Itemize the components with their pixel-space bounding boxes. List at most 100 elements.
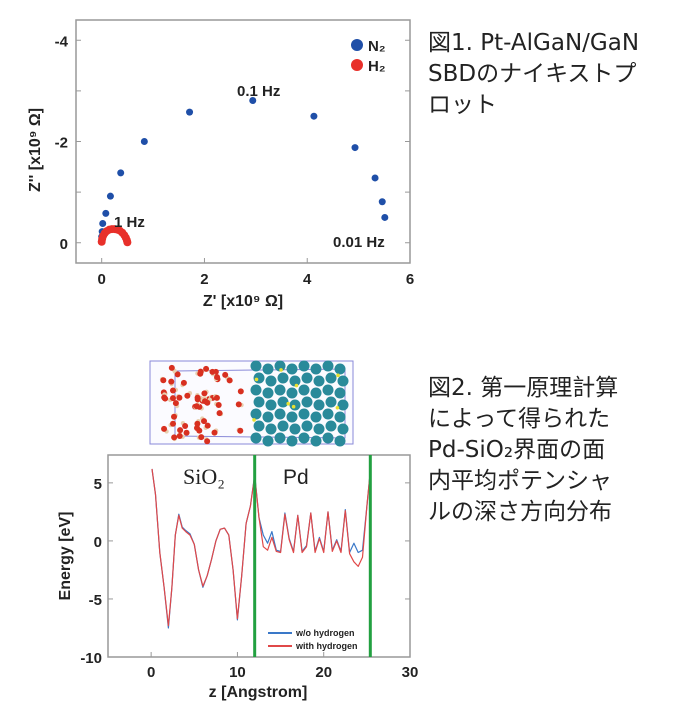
h-atom bbox=[254, 377, 259, 382]
pd-atom bbox=[289, 375, 301, 387]
region-label-sio2: SiO₂ bbox=[183, 464, 225, 489]
x-tick-label: 4 bbox=[303, 271, 312, 288]
legend-label-h2: H₂ bbox=[368, 58, 386, 75]
pd-atom bbox=[337, 399, 349, 411]
o-atom bbox=[176, 394, 183, 401]
pd-atom bbox=[325, 420, 337, 432]
o-atom bbox=[170, 420, 177, 427]
pd-atom bbox=[262, 387, 274, 399]
pd-atom bbox=[286, 387, 298, 399]
pd-atom bbox=[310, 363, 322, 375]
pd-atom bbox=[286, 363, 298, 375]
legend-label-with-hydrogen: with hydrogen bbox=[295, 641, 358, 651]
pd-atom bbox=[253, 396, 265, 408]
pd-atom bbox=[322, 432, 334, 444]
y-tick-label: -5 bbox=[89, 592, 102, 609]
caption-line: 図2. 第一原理計算 bbox=[428, 375, 619, 401]
x-tick-label: 20 bbox=[315, 664, 332, 681]
o-atom bbox=[160, 377, 167, 384]
legend-label-wo-hydrogen: w/o hydrogen bbox=[295, 628, 355, 638]
pd-atom bbox=[337, 423, 349, 435]
o-atom bbox=[204, 422, 211, 429]
o-atom bbox=[174, 371, 181, 378]
series-line-with-hydrogen bbox=[151, 468, 371, 627]
data-point-n2 bbox=[249, 96, 257, 104]
o-atom bbox=[237, 388, 244, 395]
pd-atom bbox=[334, 435, 346, 447]
pd-atom bbox=[322, 384, 334, 396]
o-atom bbox=[196, 427, 203, 434]
y-axis-label: Z'' [x10⁹ Ω] bbox=[27, 108, 44, 192]
o-atom bbox=[214, 374, 221, 381]
pd-atom bbox=[322, 360, 334, 372]
pd-atom bbox=[274, 384, 286, 396]
pd-atom bbox=[286, 411, 298, 423]
pd-atom bbox=[313, 375, 325, 387]
pd-atom bbox=[310, 411, 322, 423]
o-atom bbox=[182, 423, 189, 430]
o-atom bbox=[168, 364, 175, 371]
o-atom bbox=[235, 401, 242, 408]
pd-atom bbox=[298, 432, 310, 444]
h-atom bbox=[252, 418, 256, 422]
nyquist-chart: 0 2 4 6 -4 -2 0 0.1 Hz 1 Hz 0.01 Hz N₂ H₂ Z' [… bbox=[27, 19, 414, 310]
pd-atom bbox=[298, 384, 310, 396]
x-tick-label: 6 bbox=[406, 271, 414, 288]
data-point-n2 bbox=[140, 138, 148, 145]
caption-line: 図1. Pt-AlGaN/GaN bbox=[428, 30, 640, 56]
y-tick-label: 5 bbox=[94, 476, 102, 493]
o-atom bbox=[209, 368, 216, 375]
pd-atom bbox=[265, 399, 277, 411]
h-atom bbox=[294, 383, 299, 388]
legend-label-n2: N₂ bbox=[368, 38, 386, 55]
pd-atom bbox=[262, 435, 274, 447]
pd-atom bbox=[253, 372, 265, 384]
pd-atom bbox=[334, 363, 346, 375]
data-point-n2 bbox=[186, 108, 194, 116]
x-axis-label: z [Angstrom] bbox=[209, 684, 308, 701]
x-axis-label: Z' [x10⁹ Ω] bbox=[203, 293, 283, 310]
pd-atom bbox=[301, 396, 313, 408]
caption-figure1: 図1. Pt-AlGaN/GaN SBDのナイキストプ ロット bbox=[428, 28, 639, 121]
pd-atom bbox=[313, 399, 325, 411]
data-point-n2 bbox=[117, 169, 125, 177]
data-point-h2 bbox=[123, 238, 132, 247]
caption-figure2: 図2. 第一原理計算 によって得られた Pd-SiO₂界面の面 内平均ポテンシャ… bbox=[428, 373, 618, 528]
legend-marker-n2 bbox=[351, 39, 363, 51]
x-tick-label: 2 bbox=[200, 271, 208, 288]
pd-atom bbox=[301, 372, 313, 384]
y-tick-label: 0 bbox=[60, 236, 68, 253]
pd-atom bbox=[265, 375, 277, 387]
o-atom bbox=[168, 378, 175, 385]
data-point-n2 bbox=[378, 198, 386, 206]
y-tick-label: -10 bbox=[80, 650, 102, 667]
o-atom bbox=[161, 425, 168, 432]
pd-atom bbox=[262, 363, 274, 375]
caption-line: SBDのナイキストプ bbox=[428, 61, 637, 87]
data-point-n2 bbox=[106, 192, 114, 200]
legend-marker-h2 bbox=[351, 59, 363, 71]
o-atom bbox=[201, 398, 208, 405]
o-atom bbox=[172, 400, 179, 407]
o-atom bbox=[169, 395, 176, 402]
pd-atom bbox=[253, 420, 265, 432]
pd-atom bbox=[301, 420, 313, 432]
data-point-n2 bbox=[351, 144, 359, 152]
o-atom bbox=[198, 434, 205, 441]
o-atom bbox=[177, 427, 184, 434]
x-tick-label: 0 bbox=[147, 664, 155, 681]
series-line-wo-hydrogen bbox=[151, 468, 371, 629]
y-tick-label: -4 bbox=[55, 33, 69, 50]
data-point-n2 bbox=[102, 209, 110, 217]
pd-atom bbox=[325, 396, 337, 408]
o-atom bbox=[226, 377, 233, 384]
o-atom bbox=[237, 427, 244, 434]
x-tick-label: 30 bbox=[402, 664, 419, 681]
caption-line: 内平均ポテンシャ bbox=[428, 468, 612, 494]
x-tick-label: 0 bbox=[98, 271, 106, 288]
o-atom bbox=[194, 394, 201, 401]
o-atom bbox=[211, 429, 218, 436]
o-atom bbox=[213, 394, 220, 401]
caption-line: ロット bbox=[428, 92, 497, 118]
